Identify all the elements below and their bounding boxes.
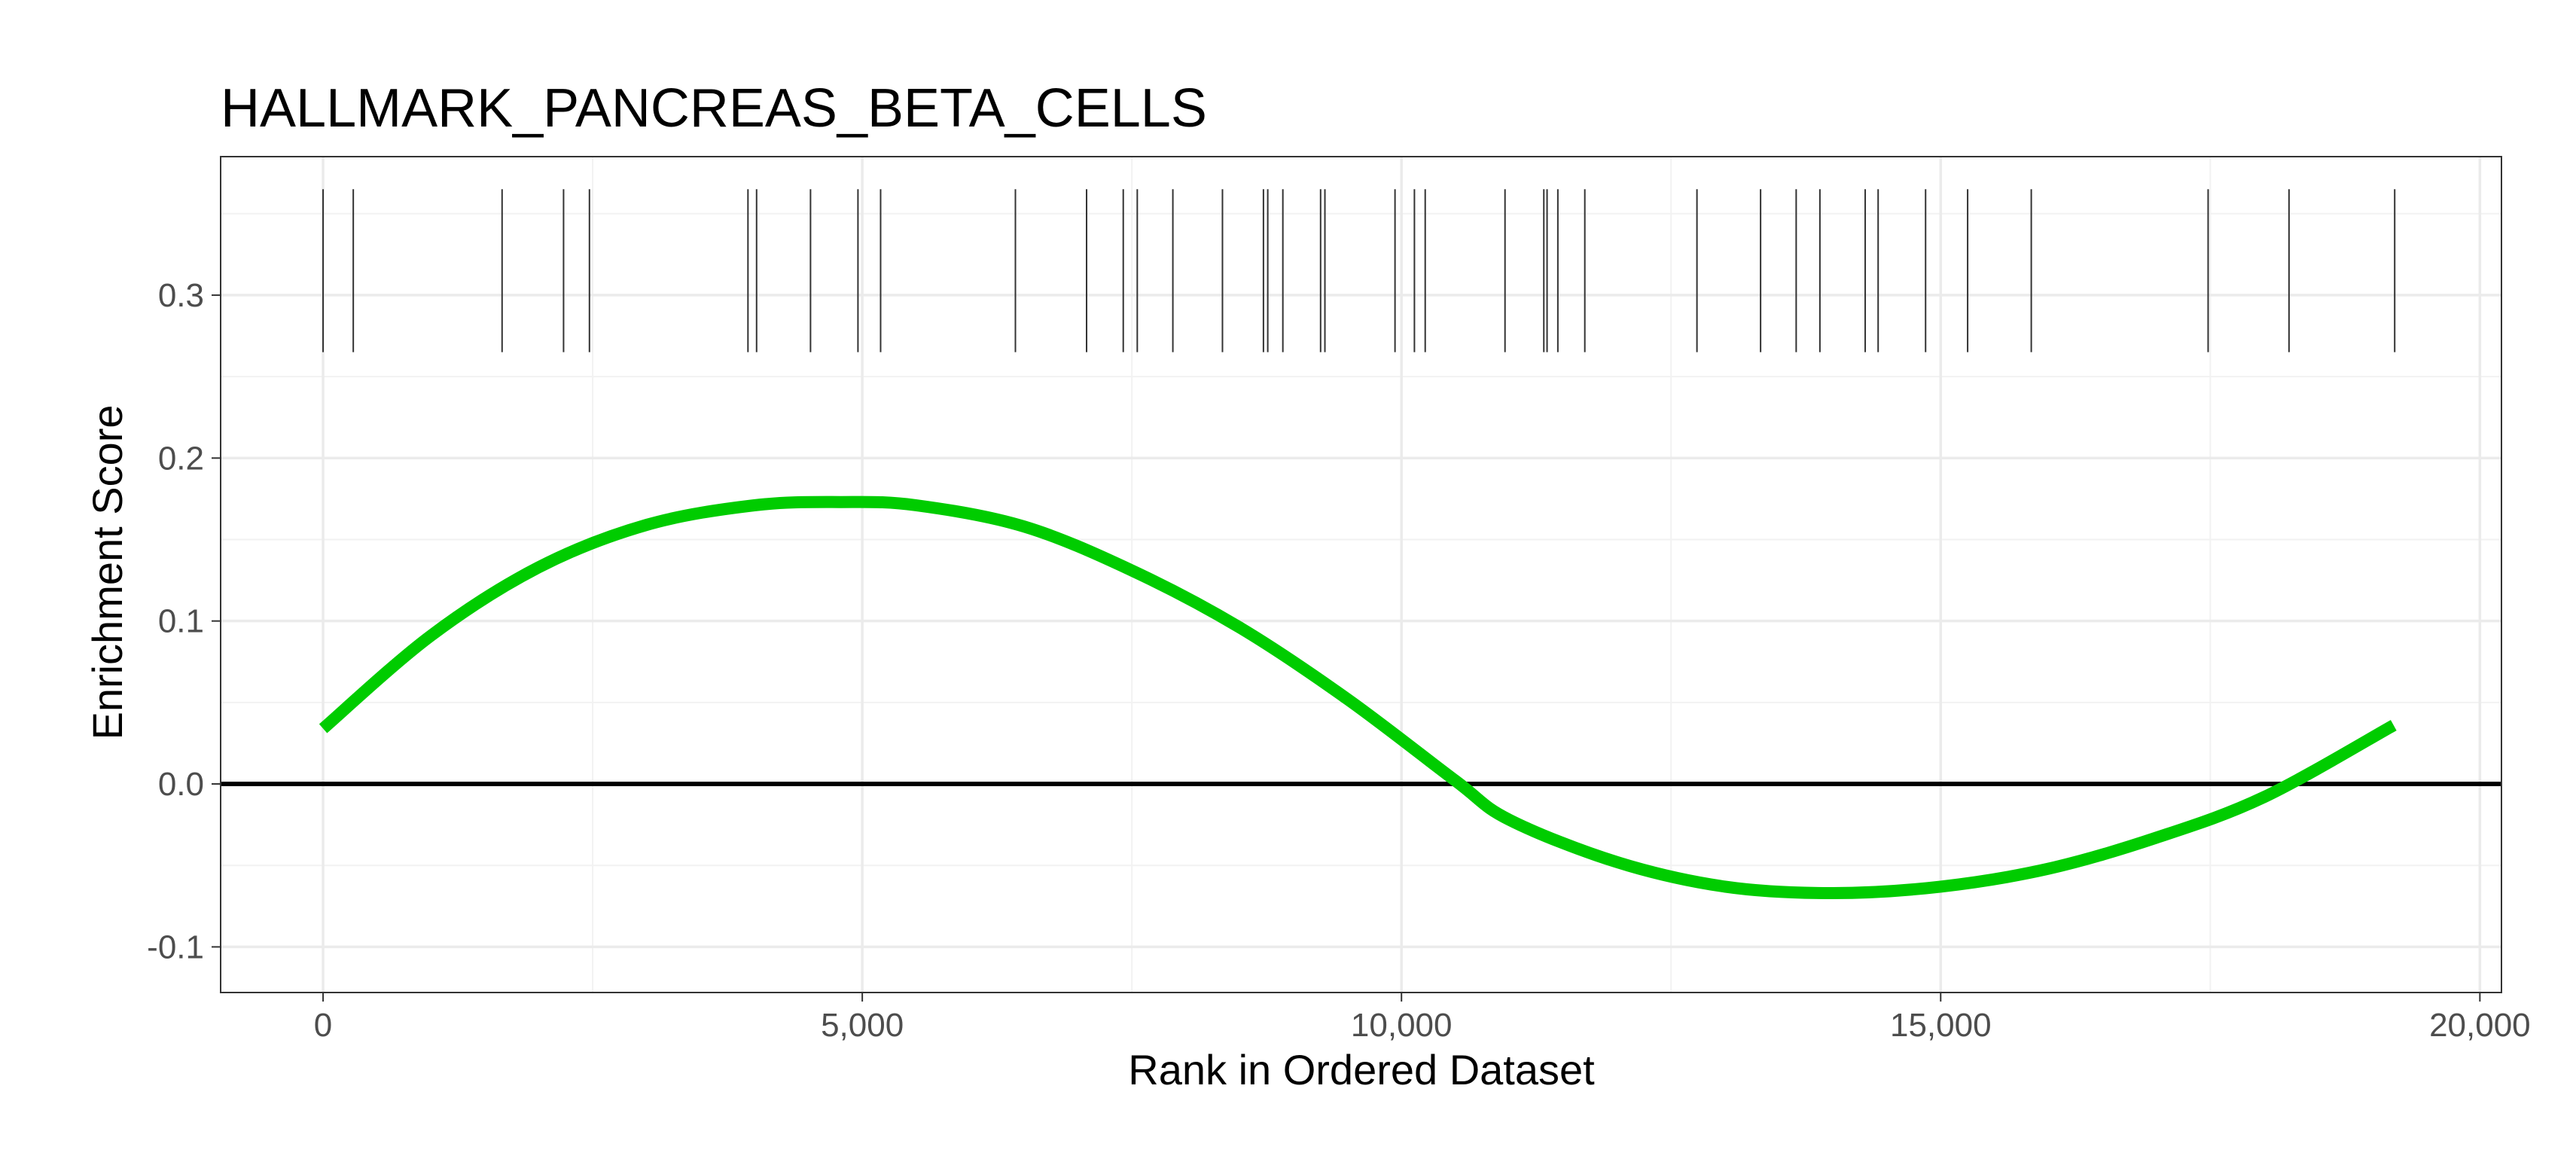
x-tick-label: 5,000 <box>821 1007 904 1044</box>
chart-title: HALLMARK_PANCREAS_BETA_CELLS <box>221 78 1207 139</box>
x-tick-label: 20,000 <box>2429 1007 2531 1044</box>
y-axis-label: Enrichment Score <box>84 404 131 739</box>
y-tick-label: 0.3 <box>158 277 204 314</box>
x-tick-label: 0 <box>314 1007 332 1044</box>
y-tick-label: 0.2 <box>158 440 204 477</box>
plot-border <box>220 156 2502 993</box>
y-tick-label: 0.0 <box>158 766 204 803</box>
enrichment-score-line <box>319 496 2397 899</box>
x-tick-label: 15,000 <box>1890 1007 1992 1044</box>
y-tick-label: -0.1 <box>147 929 204 965</box>
x-tick-label: 10,000 <box>1351 1007 1453 1044</box>
y-tick-label: 0.1 <box>158 603 204 640</box>
x-axis-label: Rank in Ordered Dataset <box>1128 1046 1595 1093</box>
